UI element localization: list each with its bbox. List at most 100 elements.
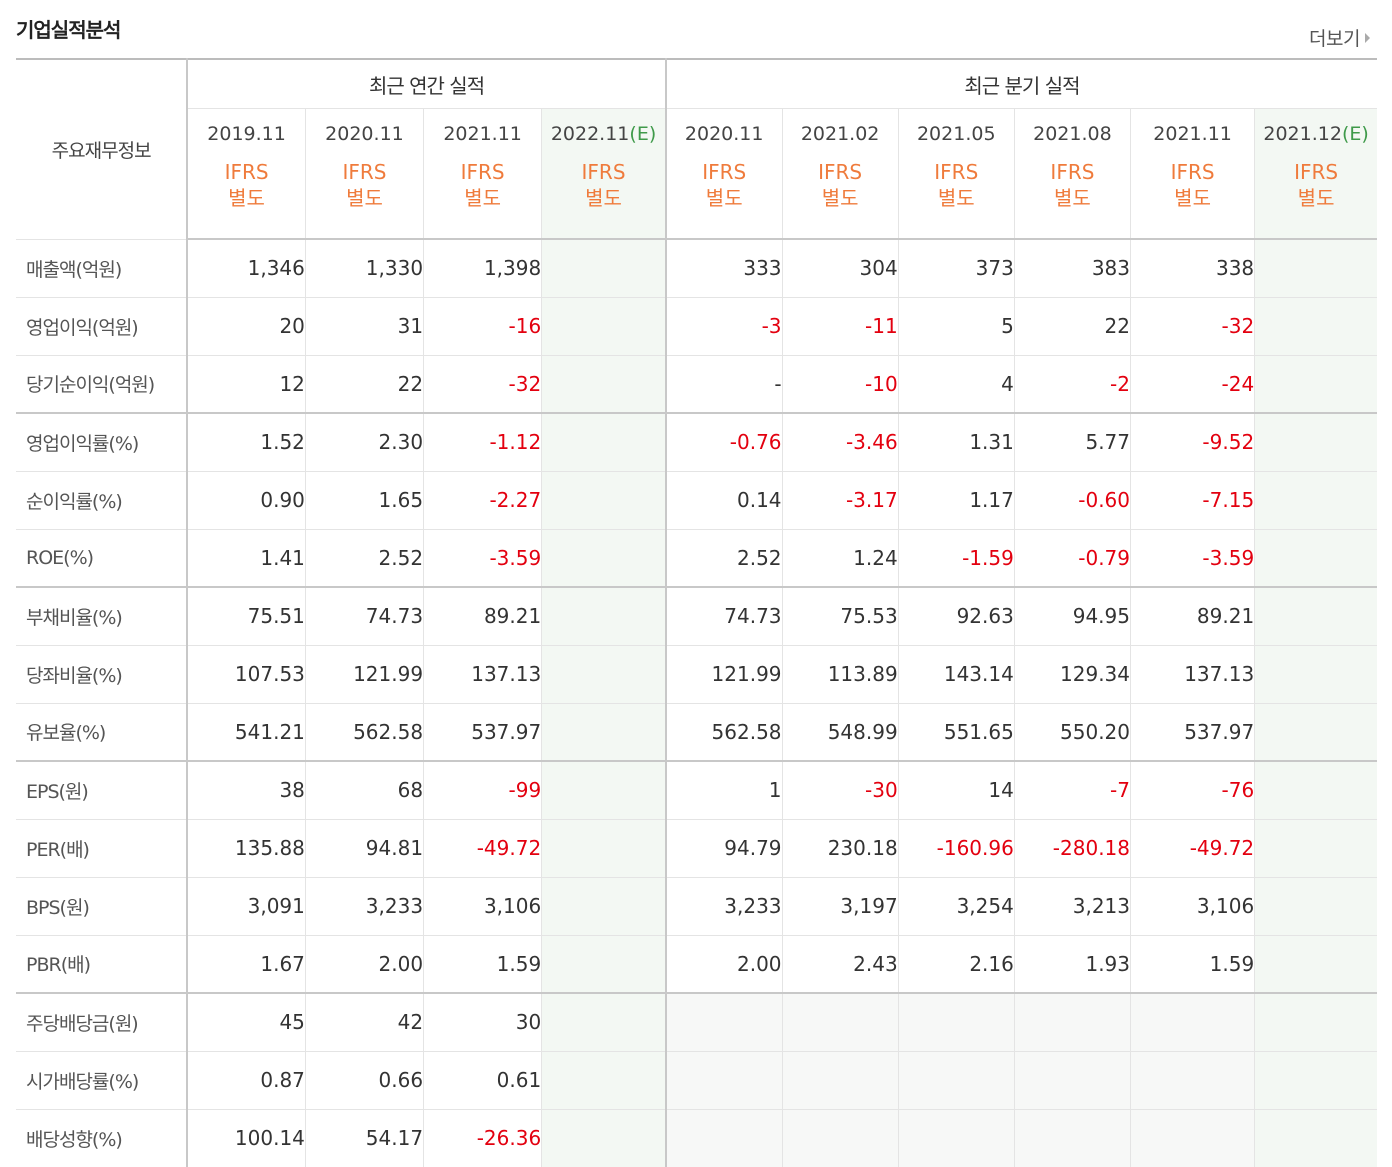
quarter-value: 3,106: [1129, 877, 1255, 936]
annual-value: 68: [304, 761, 424, 820]
table-row: ROE(%) 1.41 2.52 -3.59 2.52 1.24 -1.59 -0.79 -3.…: [16, 529, 1377, 588]
annual-value: -49.72: [423, 819, 542, 878]
annual-value: 0.66: [304, 1051, 424, 1110]
annual-value: [541, 761, 667, 820]
quarter-value: [1254, 587, 1377, 646]
accounting-basis: IFRS 별도: [541, 159, 667, 240]
basis-standard: IFRS: [1294, 160, 1339, 184]
more-link[interactable]: 더보기: [1309, 24, 1370, 51]
basis-standard: IFRS: [224, 160, 269, 184]
annual-value: -99: [423, 761, 542, 820]
period-header: 2020.11: [665, 108, 783, 159]
quarter-value: -280.18: [1013, 819, 1131, 878]
quarter-value: -0.60: [1013, 471, 1131, 530]
basis-type: 별도: [464, 186, 502, 210]
quarter-group-header: 최근 분기 실적: [665, 59, 1377, 109]
quarter-value: -3.46: [781, 413, 899, 472]
annual-value: 42: [304, 993, 424, 1052]
annual-value: [541, 355, 667, 414]
period-date: 2021.11: [443, 123, 522, 145]
row-label: 순이익률(%): [16, 471, 189, 530]
quarter-value: 2.52: [665, 529, 783, 588]
annual-value: -16: [423, 297, 542, 356]
quarter-value: 1.31: [897, 413, 1015, 472]
annual-value: [541, 239, 667, 298]
annual-value: 30: [423, 993, 542, 1052]
annual-value: [541, 587, 667, 646]
annual-value: 3,091: [186, 877, 306, 936]
quarter-value: -3.59: [1129, 529, 1255, 588]
basis-standard: IFRS: [818, 160, 863, 184]
basis-type: 별도: [937, 186, 975, 210]
period-date: 2021.05: [916, 123, 996, 145]
quarter-value: [665, 993, 783, 1052]
quarter-value: -3.17: [781, 471, 899, 530]
annual-value: [541, 297, 667, 356]
annual-value: [541, 877, 667, 936]
basis-type: 별도: [1054, 186, 1091, 210]
annual-value: 107.53: [186, 645, 306, 704]
annual-value: 562.58: [304, 703, 424, 762]
estimate-mark: (E): [1341, 123, 1369, 145]
period-header: 2020.11: [304, 108, 424, 159]
accounting-basis: IFRS 별도: [304, 159, 424, 240]
quarter-value: [1254, 877, 1377, 936]
annual-value: 537.97: [423, 703, 542, 762]
annual-value: 1.67: [186, 935, 306, 994]
period-date: 2021.08: [1033, 123, 1112, 145]
quarter-value: 562.58: [665, 703, 783, 762]
period-date: 2021.12: [1263, 123, 1342, 145]
annual-value: [541, 703, 667, 762]
annual-value: 75.51: [186, 587, 306, 646]
annual-value: [541, 1051, 667, 1110]
annual-value: 1.59: [423, 935, 542, 994]
annual-value: 1,330: [304, 239, 424, 298]
annual-value: 541.21: [186, 703, 306, 762]
basis-type: 별도: [228, 186, 265, 210]
annual-value: 3,106: [423, 877, 542, 936]
quarter-value: 4: [897, 355, 1015, 414]
annual-value: [541, 1109, 667, 1167]
period-header: 2021.02: [781, 108, 899, 159]
annual-value: -3.59: [423, 529, 542, 588]
table-row: 영업이익률(%) 1.52 2.30 -1.12 -0.76 -3.46 1.31 5.77-…: [16, 413, 1377, 472]
quarter-value: 2.00: [665, 935, 783, 994]
quarter-value: [1254, 935, 1377, 994]
quarter-value: [665, 1109, 783, 1167]
annual-value: 2.52: [304, 529, 424, 588]
period-header: 2021.11: [1129, 108, 1255, 159]
quarter-value: -7.15: [1129, 471, 1255, 530]
quarter-value: 3,254: [897, 877, 1015, 936]
quarter-value: [1254, 239, 1377, 298]
row-header: 주요재무정보: [16, 59, 189, 240]
period-header: 2021.05: [897, 108, 1015, 159]
annual-value: 31: [304, 297, 424, 356]
annual-value: 0.61: [423, 1051, 542, 1110]
quarter-value: 3,213: [1013, 877, 1131, 936]
quarter-value: [781, 1051, 899, 1110]
quarter-value: 1.24: [781, 529, 899, 588]
quarter-value: -1.59: [897, 529, 1015, 588]
quarter-value: 94.95: [1013, 587, 1131, 646]
annual-value: [541, 993, 667, 1052]
accounting-basis: IFRS 별도: [1254, 159, 1377, 240]
period-header: 2021.11: [423, 108, 542, 159]
basis-type: 별도: [1297, 186, 1335, 210]
row-label: PER(배): [16, 819, 189, 878]
row-label: ROE(%): [16, 529, 189, 588]
annual-value: 1.65: [304, 471, 424, 530]
row-label: 매출액(억원): [16, 239, 189, 298]
quarter-value: 5: [897, 297, 1015, 356]
accounting-basis: IFRS 별도: [187, 159, 306, 240]
table-row: EPS(원) 38 68 -99 1 -30 14 -7 -76: [16, 761, 1377, 820]
quarter-value: 338: [1129, 239, 1255, 298]
quarter-value: [1254, 819, 1377, 878]
row-label: 영업이익(억원): [16, 297, 189, 356]
table-row: 당기순이익(억원) 12 22 -32 - -10 4 -2 -24: [16, 355, 1377, 414]
quarter-value: 75.53: [781, 587, 899, 646]
quarter-value: [1013, 1051, 1131, 1110]
basis-type: 별도: [1174, 186, 1211, 210]
quarter-value: 550.20: [1013, 703, 1131, 762]
accounting-basis: IFRS 별도: [1013, 159, 1131, 240]
quarter-value: -0.79: [1013, 529, 1131, 588]
